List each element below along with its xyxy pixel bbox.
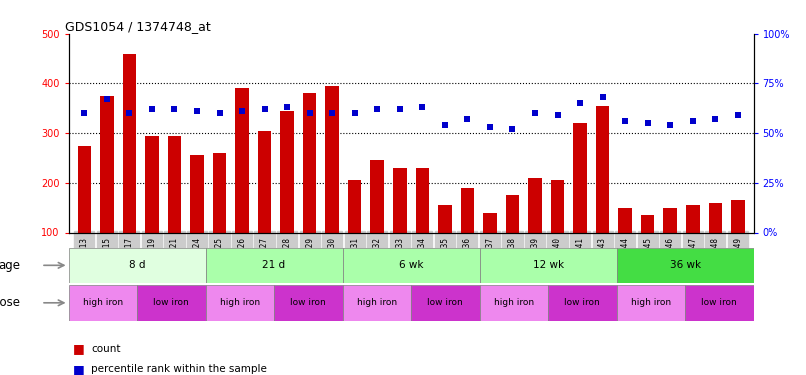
Bar (145, 136, 159, 282)
Point (416, 104, 429, 110)
Point (303, 110, 316, 116)
Bar (461, 188, 474, 282)
Point (348, 110, 361, 116)
Point (664, 122, 677, 128)
Point (78, 110, 91, 116)
Text: high iron: high iron (220, 298, 260, 307)
Point (708, 116, 721, 122)
Bar (685, 285, 754, 321)
Bar (371, 160, 384, 282)
Text: low iron: low iron (153, 298, 189, 307)
Text: dose: dose (0, 296, 20, 309)
Text: high iron: high iron (631, 298, 671, 307)
Bar (528, 178, 542, 282)
Bar (343, 285, 411, 321)
Bar (303, 93, 317, 282)
Text: high iron: high iron (83, 298, 123, 307)
Bar (617, 285, 685, 321)
Point (687, 118, 700, 124)
Bar (505, 195, 519, 282)
Bar (235, 88, 249, 282)
Bar (69, 285, 137, 321)
Point (731, 112, 744, 118)
Bar (480, 248, 617, 283)
Point (326, 110, 339, 116)
Point (438, 122, 451, 128)
Bar (326, 86, 339, 282)
Bar (280, 111, 294, 282)
Point (596, 94, 609, 100)
Bar (137, 285, 206, 321)
Bar (438, 205, 451, 282)
Bar (731, 200, 745, 282)
Text: ■: ■ (73, 363, 85, 375)
Point (461, 116, 474, 122)
Bar (206, 248, 343, 283)
Bar (416, 168, 429, 282)
Point (280, 104, 293, 110)
Bar (618, 208, 632, 282)
Bar (123, 54, 136, 282)
Bar (550, 180, 564, 282)
Text: 12 wk: 12 wk (533, 260, 563, 270)
Text: low iron: low iron (290, 298, 326, 307)
Point (101, 96, 114, 102)
Bar (274, 285, 343, 321)
Bar (596, 106, 609, 282)
Bar (343, 248, 480, 283)
Point (619, 118, 632, 124)
Point (190, 108, 203, 114)
Point (123, 110, 135, 116)
Text: age: age (0, 259, 20, 272)
Point (168, 106, 181, 112)
Bar (641, 215, 654, 282)
Bar (206, 285, 274, 321)
Text: 8 d: 8 d (129, 260, 145, 270)
Text: high iron: high iron (494, 298, 534, 307)
Point (258, 106, 271, 112)
Text: 21 d: 21 d (263, 260, 285, 270)
Text: percentile rank within the sample: percentile rank within the sample (91, 364, 267, 374)
Point (371, 106, 384, 112)
Text: 36 wk: 36 wk (670, 260, 700, 270)
Text: low iron: low iron (427, 298, 463, 307)
Point (484, 124, 496, 130)
Bar (393, 168, 406, 282)
Text: GDS1054 / 1374748_at: GDS1054 / 1374748_at (65, 20, 211, 33)
Point (506, 126, 519, 132)
Bar (483, 213, 496, 282)
Bar (573, 123, 587, 282)
Bar (69, 248, 206, 283)
Text: high iron: high iron (357, 298, 397, 307)
Text: count: count (91, 344, 121, 354)
Point (145, 106, 158, 112)
Point (235, 108, 248, 114)
Text: 6 wk: 6 wk (399, 260, 423, 270)
Bar (168, 136, 181, 282)
Text: low iron: low iron (564, 298, 600, 307)
Bar (708, 202, 722, 282)
Point (642, 120, 654, 126)
Bar (348, 180, 361, 282)
Bar (190, 156, 204, 282)
Bar (258, 130, 272, 282)
Bar (411, 285, 480, 321)
Text: low iron: low iron (701, 298, 737, 307)
Bar (548, 285, 617, 321)
Text: ■: ■ (73, 342, 85, 355)
Bar (213, 153, 226, 282)
Bar (686, 205, 700, 282)
Bar (100, 96, 114, 282)
Point (213, 110, 226, 116)
Point (529, 110, 542, 116)
Bar (77, 146, 91, 282)
Bar (480, 285, 548, 321)
Bar (663, 208, 677, 282)
Point (574, 100, 587, 106)
Point (551, 112, 564, 118)
Bar (617, 248, 754, 283)
Point (393, 106, 406, 112)
